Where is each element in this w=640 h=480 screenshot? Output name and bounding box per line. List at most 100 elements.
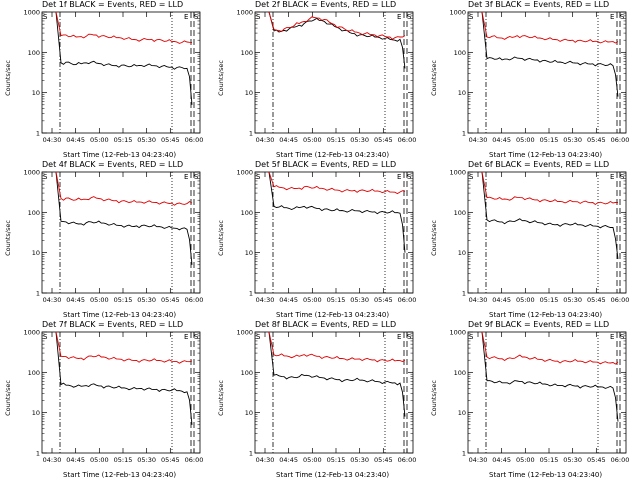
x-tick-label: 05:15 bbox=[114, 456, 133, 464]
y-tick-label: 10 bbox=[245, 409, 253, 417]
y-tick-label: 100 bbox=[28, 209, 40, 217]
marker-s-label: S bbox=[407, 333, 412, 341]
detector-panel: Det 3f BLACK = Events, RED = LLD Counts/s… bbox=[426, 0, 639, 160]
y-tick-label: 1 bbox=[462, 130, 466, 138]
y-tick-label: 1000 bbox=[449, 329, 466, 337]
marker-s-label: S bbox=[194, 173, 199, 181]
marker-s-label: S bbox=[43, 333, 48, 341]
y-tick-label: 1 bbox=[462, 290, 466, 298]
x-tick-label: 04:45 bbox=[66, 136, 85, 144]
plot-frame bbox=[254, 171, 414, 294]
events-series-line bbox=[481, 11, 619, 97]
plot-frame bbox=[467, 171, 627, 294]
marker-e-label: E bbox=[184, 13, 188, 21]
y-tick-label: 1000 bbox=[236, 169, 253, 177]
events-series-line bbox=[55, 331, 193, 425]
marker-e-label: E bbox=[610, 173, 614, 181]
x-tick-label: 04:45 bbox=[279, 136, 298, 144]
panel-title: Det 8f BLACK = Events, RED = LLD bbox=[255, 320, 397, 329]
x-tick-label: 04:45 bbox=[279, 296, 298, 304]
y-tick-label: 1 bbox=[36, 290, 40, 298]
x-tick-label: 05:30 bbox=[563, 136, 582, 144]
x-tick-label: 06:00 bbox=[398, 296, 417, 304]
x-tick-label: 05:15 bbox=[327, 456, 346, 464]
lld-series-line bbox=[481, 11, 619, 44]
plot-frame bbox=[41, 331, 201, 454]
y-tick-label: 1000 bbox=[236, 9, 253, 17]
x-tick-label: 06:00 bbox=[398, 456, 417, 464]
panel-title: Det 4f BLACK = Events, RED = LLD bbox=[42, 160, 184, 169]
x-tick-label: 05:30 bbox=[563, 296, 582, 304]
y-tick-label: 10 bbox=[32, 249, 40, 257]
marker-s-label: S bbox=[407, 173, 412, 181]
x-tick-label: 04:45 bbox=[66, 456, 85, 464]
lld-series-line bbox=[481, 331, 619, 365]
events-series-line bbox=[268, 11, 406, 69]
x-tick-label: 05:30 bbox=[137, 136, 156, 144]
x-tick-label: 05:00 bbox=[90, 296, 109, 304]
plot-frame bbox=[467, 11, 627, 134]
x-tick-label: 05:45 bbox=[374, 136, 393, 144]
marker-s-label: S bbox=[43, 173, 48, 181]
y-tick-label: 10 bbox=[32, 89, 40, 97]
x-tick-label: 04:45 bbox=[492, 456, 511, 464]
plot-frame bbox=[467, 331, 627, 454]
y-tick-label: 10 bbox=[245, 89, 253, 97]
x-tick-label: 06:00 bbox=[611, 136, 630, 144]
y-tick-label: 10 bbox=[32, 409, 40, 417]
x-tick-label: 05:45 bbox=[374, 296, 393, 304]
marker-s-label: S bbox=[620, 333, 625, 341]
y-tick-label: 100 bbox=[241, 369, 253, 377]
y-tick-label: 1 bbox=[249, 130, 253, 138]
y-tick-label: 1000 bbox=[449, 169, 466, 177]
detector-panel: Det 4f BLACK = Events, RED = LLD Counts/s… bbox=[0, 160, 213, 320]
marker-e-label: E bbox=[610, 13, 614, 21]
x-tick-label: 05:00 bbox=[303, 296, 322, 304]
x-tick-label: 05:30 bbox=[350, 296, 369, 304]
plot-frame bbox=[41, 11, 201, 134]
x-tick-label: 05:15 bbox=[327, 296, 346, 304]
x-tick-label: 06:00 bbox=[185, 456, 204, 464]
x-tick-label: 04:30 bbox=[256, 136, 275, 144]
y-tick-label: 100 bbox=[241, 209, 253, 217]
events-series-line bbox=[481, 171, 619, 259]
marker-s-label: S bbox=[469, 333, 474, 341]
x-tick-label: 05:30 bbox=[137, 456, 156, 464]
lld-series-line bbox=[481, 171, 619, 206]
x-tick-label: 05:45 bbox=[374, 456, 393, 464]
marker-s-label: S bbox=[256, 173, 261, 181]
x-tick-label: 04:30 bbox=[43, 136, 62, 144]
marker-s-label: S bbox=[43, 13, 48, 21]
marker-s-label: S bbox=[620, 13, 625, 21]
x-tick-label: 05:00 bbox=[516, 456, 535, 464]
y-tick-label: 10 bbox=[458, 89, 466, 97]
x-tick-label: 05:00 bbox=[303, 136, 322, 144]
y-tick-label: 100 bbox=[28, 369, 40, 377]
x-axis-label: Start Time (12-Feb-13 04:23:40) bbox=[489, 471, 603, 479]
x-tick-label: 05:45 bbox=[587, 456, 606, 464]
x-tick-label: 05:15 bbox=[540, 456, 559, 464]
lld-series-line bbox=[268, 11, 406, 40]
events-series-line bbox=[481, 331, 619, 422]
y-tick-label: 1 bbox=[249, 290, 253, 298]
panel-title: Det 3f BLACK = Events, RED = LLD bbox=[468, 0, 610, 9]
y-tick-label: 1 bbox=[249, 450, 253, 458]
marker-s-label: S bbox=[620, 173, 625, 181]
x-tick-label: 05:00 bbox=[516, 296, 535, 304]
lld-series-line bbox=[268, 331, 406, 363]
x-axis-label: Start Time (12-Feb-13 04:23:40) bbox=[63, 311, 177, 319]
x-tick-label: 04:45 bbox=[66, 296, 85, 304]
detector-panel: Det 9f BLACK = Events, RED = LLD Counts/s… bbox=[426, 320, 639, 480]
x-tick-label: 05:30 bbox=[137, 296, 156, 304]
events-series-line bbox=[268, 171, 406, 253]
marker-s-label: S bbox=[469, 173, 474, 181]
y-tick-label: 100 bbox=[454, 209, 466, 217]
x-tick-label: 05:30 bbox=[563, 456, 582, 464]
x-axis-label: Start Time (12-Feb-13 04:23:40) bbox=[489, 151, 603, 159]
y-tick-label: 1000 bbox=[23, 9, 40, 17]
x-tick-label: 06:00 bbox=[185, 296, 204, 304]
lld-series-line bbox=[55, 171, 193, 206]
detector-panel: Det 2f BLACK = Events, RED = LLD Counts/s… bbox=[213, 0, 426, 160]
detector-panel: Det 6f BLACK = Events, RED = LLD Counts/s… bbox=[426, 160, 639, 320]
marker-e-label: E bbox=[184, 173, 188, 181]
